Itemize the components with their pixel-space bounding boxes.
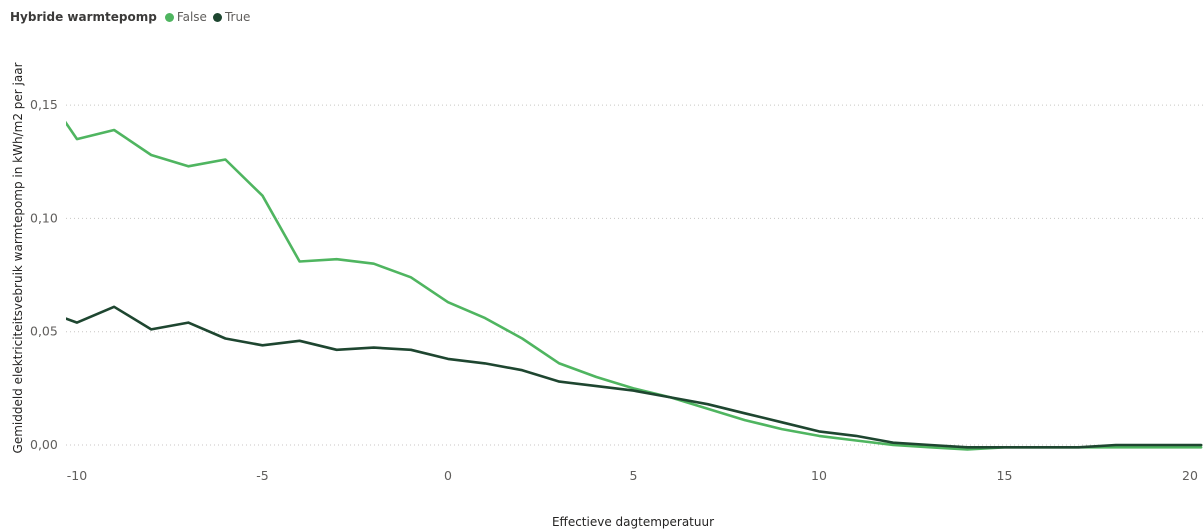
y-tick-label: 0,15 [30, 97, 58, 112]
x-tick-label: 10 [811, 468, 827, 483]
legend-dot-false-icon [164, 12, 174, 22]
series-lines [66, 120, 1203, 451]
x-axis-title: Effectieve dagtemperatuur [552, 515, 714, 529]
series-line-true [66, 305, 1203, 449]
legend-title: Hybride warmtepomp [10, 10, 157, 24]
y-tick-label: 0,00 [30, 437, 58, 452]
y-tick-label: 0,05 [30, 324, 58, 339]
gridlines [66, 104, 1203, 446]
legend-item-true[interactable]: True [212, 10, 251, 24]
x-tick-label: 20 [1182, 468, 1198, 483]
x-tick-label: 15 [997, 468, 1013, 483]
y-axis-ticks: 0,00 0,05 0,10 0,15 [30, 97, 58, 452]
x-tick-label: -5 [256, 468, 268, 483]
series-line-false [66, 120, 1203, 451]
legend-label-false: False [176, 10, 207, 24]
y-tick-label: 0,10 [30, 210, 58, 225]
legend-dot-true-icon [212, 12, 222, 22]
legend-item-false[interactable]: False [164, 10, 207, 24]
x-tick-label: -10 [67, 468, 87, 483]
y-axis-title: Gemiddeld elektriciteitsvebruik warmtepo… [11, 62, 25, 453]
x-tick-label: 0 [444, 468, 452, 483]
legend-label-true: True [224, 10, 251, 24]
x-tick-label: 5 [630, 468, 638, 483]
legend: Hybride warmtepomp False True [10, 8, 256, 26]
x-axis-ticks: -10 -5 0 5 10 15 20 [67, 468, 1198, 483]
